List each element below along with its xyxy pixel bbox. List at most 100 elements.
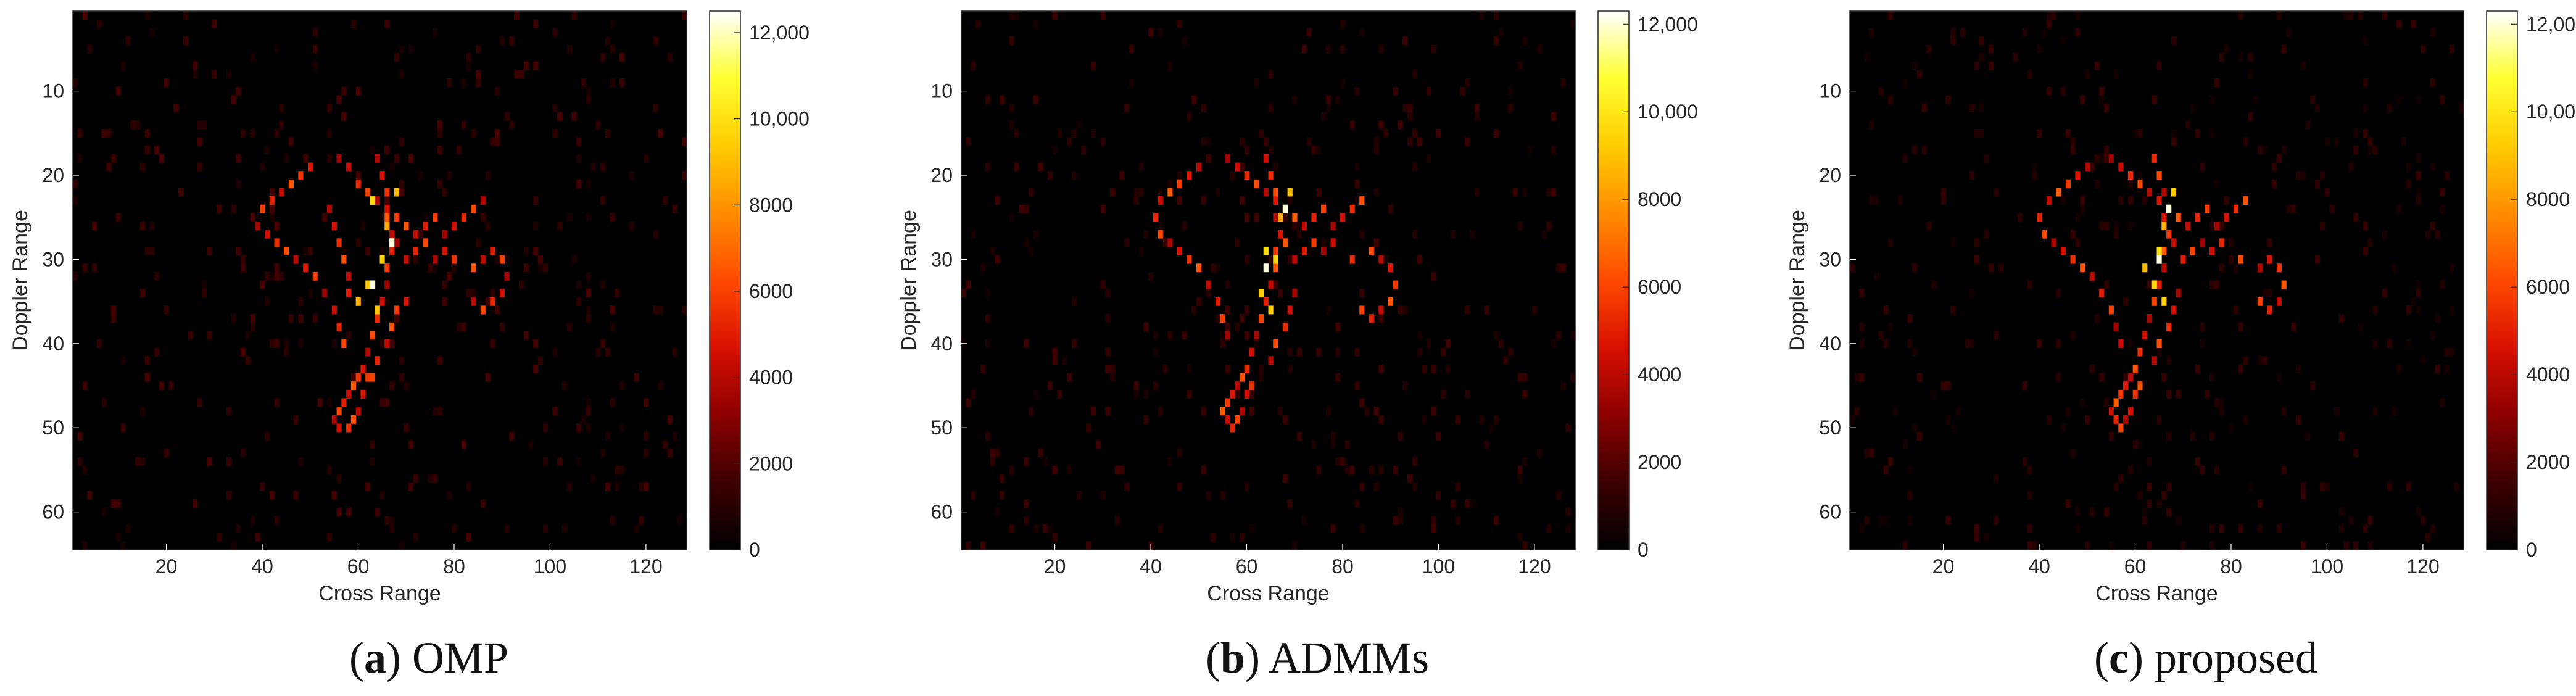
noise-cell — [1244, 255, 1249, 264]
noise-cell — [1417, 255, 1422, 264]
noise-cell — [600, 196, 606, 205]
noise-cell — [2108, 432, 2114, 441]
noise-cell — [111, 314, 117, 323]
noise-cell — [346, 331, 352, 340]
noise-cell — [571, 255, 577, 264]
scatter-cell — [2051, 238, 2056, 247]
noise-cell — [542, 457, 548, 466]
noise-cell — [1254, 78, 1259, 88]
colorbar — [1597, 10, 1630, 550]
noise-cell — [2348, 11, 2354, 20]
scatter-cell — [384, 263, 390, 273]
noise-cell — [2137, 171, 2143, 180]
noise-cell — [2276, 154, 2282, 163]
noise-cell — [288, 137, 294, 146]
noise-cell — [1109, 373, 1116, 382]
noise-cell — [241, 128, 246, 138]
noise-cell — [1546, 524, 1552, 534]
noise-cell — [130, 120, 136, 130]
noise-cell — [336, 507, 342, 516]
colorbar — [709, 10, 741, 550]
x-axis-label: Cross Range — [2095, 582, 2218, 605]
noise-cell — [389, 524, 395, 534]
caption-letter-b: b — [1220, 633, 1245, 682]
noise-cell — [1076, 491, 1082, 500]
scatter-cell — [2185, 222, 2191, 231]
noise-cell — [2367, 238, 2373, 247]
noise-cell — [2018, 213, 2023, 222]
scatter-cell — [499, 289, 505, 298]
y-tick-label: 30 — [1819, 248, 1841, 270]
noise-cell — [2319, 171, 2325, 180]
scatter-cell — [2171, 238, 2176, 247]
x-tick-label: 20 — [1044, 555, 1066, 578]
noise-cell — [2396, 204, 2402, 213]
noise-cell — [384, 196, 390, 205]
scatter-cell — [452, 255, 457, 264]
noise-cell — [413, 255, 419, 264]
noise-cell — [2310, 95, 2316, 104]
noise-cell — [1517, 474, 1523, 483]
noise-cell — [1373, 238, 1379, 247]
noise-cell — [1940, 196, 1946, 205]
x-axis-label: Cross Range — [318, 582, 441, 605]
noise-cell — [2387, 482, 2392, 491]
noise-cell — [1354, 86, 1360, 96]
noise-cell — [1373, 188, 1379, 197]
noise-cell — [2300, 491, 2306, 500]
noise-cell — [2353, 128, 2359, 138]
noise-cell — [1306, 28, 1312, 37]
scatter-cell — [360, 389, 366, 399]
scatter-cell — [346, 289, 352, 298]
noise-cell — [1989, 263, 1994, 273]
colorbar-tick-label: 6000 — [749, 280, 793, 302]
noise-cell — [1153, 381, 1159, 391]
scatter-cell — [264, 230, 270, 239]
noise-cell — [1373, 482, 1379, 491]
noise-cell — [1417, 137, 1422, 146]
x-tick-label: 100 — [2311, 555, 2343, 578]
noise-cell — [433, 263, 438, 273]
noise-cell — [2430, 162, 2435, 172]
scatter-cell — [2171, 305, 2176, 315]
noise-cell — [1398, 120, 1403, 130]
noise-cell — [1378, 120, 1384, 130]
noise-cell — [2324, 482, 2330, 491]
noise-cell — [2276, 524, 2282, 534]
noise-cell — [639, 482, 644, 491]
noise-cell — [1888, 95, 1894, 104]
noise-cell — [1105, 347, 1111, 357]
noise-cell — [274, 271, 280, 281]
noise-cell — [2233, 305, 2239, 315]
noise-cell — [1335, 373, 1341, 382]
noise-cell — [1407, 112, 1413, 121]
noise-cell — [490, 289, 495, 298]
noise-cell — [1215, 314, 1221, 323]
noise-cell — [475, 70, 481, 79]
hot-scatter-cell — [394, 188, 399, 197]
noise-cell — [552, 347, 558, 357]
noise-cell — [2406, 482, 2411, 491]
noise-cell — [1230, 532, 1235, 542]
scatter-cell — [1278, 230, 1283, 239]
noise-cell — [2080, 204, 2085, 213]
noise-cell — [1316, 188, 1322, 197]
noise-cell — [1235, 322, 1240, 331]
noise-cell — [2132, 128, 2138, 138]
noise-cell — [2238, 322, 2243, 331]
noise-cell — [2108, 541, 2114, 550]
noise-cell — [2156, 61, 2162, 70]
noise-cell — [1009, 104, 1014, 113]
noise-cell — [1878, 516, 1884, 525]
scatter-cell — [336, 423, 342, 433]
noise-cell — [2262, 146, 2267, 155]
noise-cell — [542, 423, 548, 433]
noise-cell — [115, 213, 122, 222]
scatter-cell — [355, 407, 361, 416]
noise-cell — [1441, 389, 1446, 399]
colorbar-tick-label: 2000 — [1638, 451, 1681, 473]
scatter-cell — [1239, 373, 1245, 382]
noise-cell — [73, 271, 78, 281]
noise-cell — [980, 541, 986, 550]
noise-cell — [615, 289, 620, 298]
